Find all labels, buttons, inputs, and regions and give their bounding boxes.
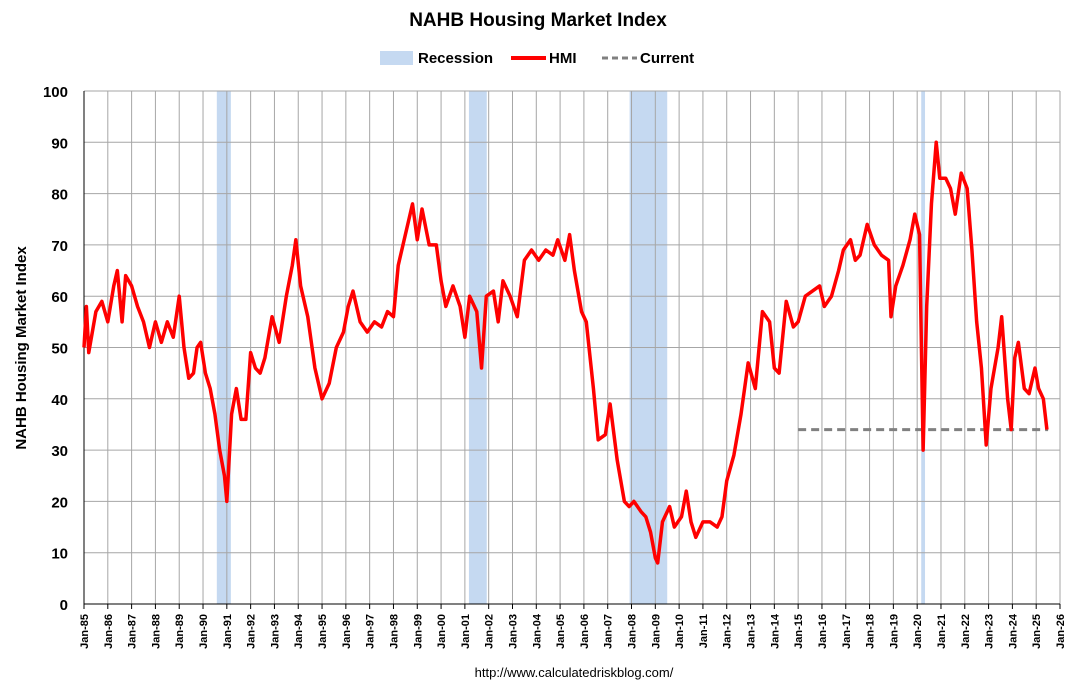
x-tick-label: Jan-10 [674,614,686,649]
x-tick-label: Jan-12 [722,614,734,649]
y-tick-label: 10 [51,546,68,563]
x-tick-label: Jan-20 [912,614,924,649]
x-tick-label: Jan-94 [293,613,305,649]
y-tick-label: 100 [43,84,68,101]
y-tick-label: 50 [51,341,68,358]
x-tick-label: Jan-00 [436,614,448,649]
x-tick-label: Jan-88 [150,614,162,649]
y-tick-label: 80 [51,187,68,204]
legend-label: Recession [418,50,493,67]
x-tick-label: Jan-96 [341,614,353,649]
x-tick-label: Jan-22 [960,614,972,649]
x-tick-label: Jan-87 [127,614,139,649]
x-tick-label: Jan-89 [174,614,186,649]
x-tick-label: Jan-26 [1055,614,1067,649]
x-tick-label: Jan-85 [79,614,91,649]
x-tick-label: Jan-18 [865,614,877,649]
x-tick-label: Jan-90 [198,614,210,649]
x-tick-label: Jan-16 [817,614,829,649]
x-tick-label: Jan-13 [746,614,758,649]
x-tick-label: Jan-01 [460,614,472,649]
x-tick-label: Jan-92 [246,614,258,649]
footer: http://www.calculatedriskblog.com/ [475,665,674,680]
y-tick-label: 90 [51,135,68,152]
y-tick-label: 20 [51,494,68,511]
y-tick-label: 40 [51,392,68,409]
x-tick-label: Jan-15 [793,614,805,649]
x-tick-label: Jan-99 [412,614,424,649]
x-tick-label: Jan-07 [603,614,615,649]
x-tick-label: Jan-04 [531,613,543,649]
legend: Recession HMI Current [380,50,694,67]
y-tick-label: 60 [51,289,68,306]
x-tick-label: Jan-25 [1031,614,1043,649]
x-tick-label: Jan-19 [888,614,900,649]
legend-label: HMI [549,50,577,67]
x-tick-label: Jan-11 [698,614,710,648]
x-tick-label: Jan-05 [555,614,567,649]
x-tick-label: Jan-23 [984,614,996,649]
x-tick-label: Jan-14 [769,613,781,649]
y-axis-label: NAHB Housing Market Index [13,246,30,450]
x-tick-label: Jan-98 [388,614,400,649]
x-tick-label: Jan-24 [1007,613,1019,649]
legend-swatch [380,51,413,65]
x-tick-label: Jan-06 [579,614,591,649]
y-tick-label: 70 [51,238,68,255]
chart-title: NAHB Housing Market Index [409,10,667,31]
y-tick-label: 30 [51,443,68,460]
x-tick-label: Jan-03 [507,614,519,649]
x-tick-label: Jan-02 [484,614,496,649]
plot-area [83,90,1061,605]
x-tick-label: Jan-91 [222,614,234,649]
x-tick-label: Jan-97 [365,614,377,649]
x-tick-label: Jan-95 [317,614,329,649]
x-tick-label: Jan-17 [841,614,853,649]
x-tick-label: Jan-21 [936,614,948,649]
y-tick-label: 0 [60,597,68,614]
x-tick-label: Jan-08 [627,614,639,649]
x-tick-label: Jan-93 [269,614,281,649]
x-tick-label: Jan-86 [103,614,115,649]
hmi-line [82,140,1049,565]
x-tick-label: Jan-09 [650,614,662,649]
legend-label: Current [640,50,694,67]
